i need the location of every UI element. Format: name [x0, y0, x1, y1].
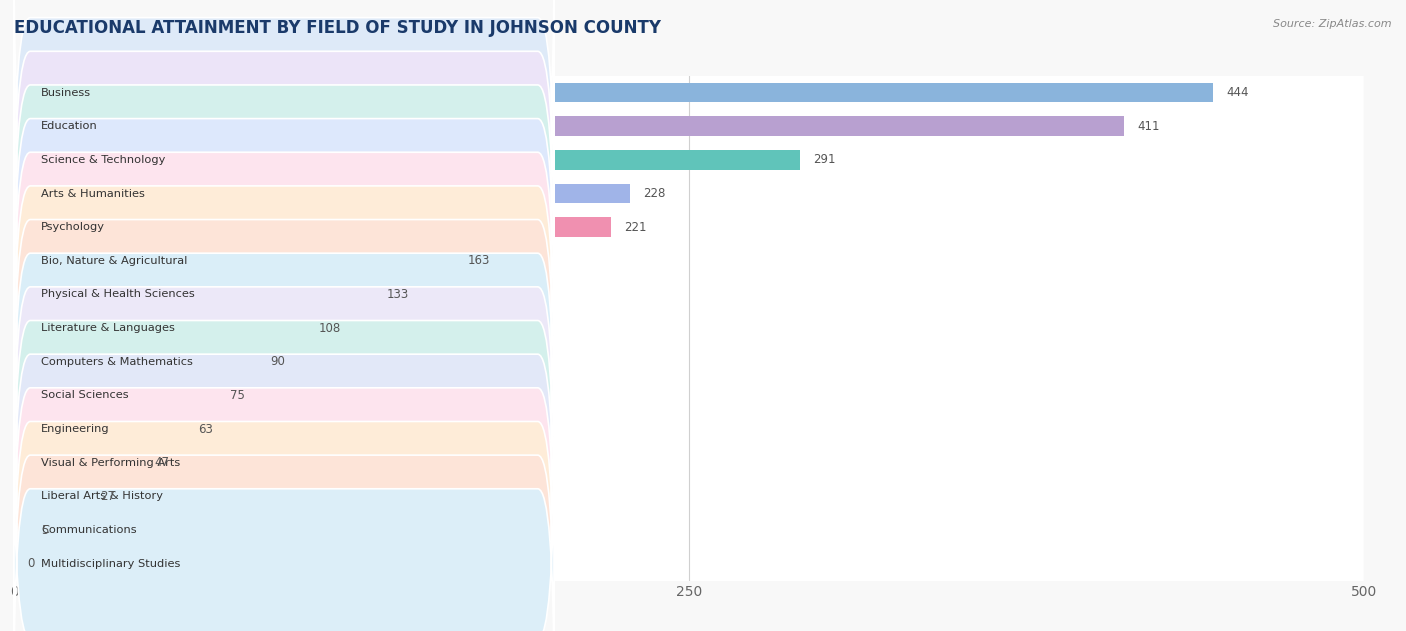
Bar: [14, 386, 217, 405]
Text: Visual & Performing Arts: Visual & Performing Arts: [41, 457, 180, 468]
Bar: [14, 285, 373, 304]
Text: Arts & Humanities: Arts & Humanities: [41, 189, 145, 199]
Text: 90: 90: [270, 355, 285, 369]
Bar: [14, 251, 454, 271]
FancyBboxPatch shape: [14, 268, 554, 522]
Text: 228: 228: [643, 187, 665, 200]
Text: Bio, Nature & Agricultural: Bio, Nature & Agricultural: [41, 256, 187, 266]
Bar: [14, 352, 257, 372]
FancyBboxPatch shape: [14, 100, 554, 354]
Bar: [14, 184, 630, 203]
FancyBboxPatch shape: [14, 33, 554, 287]
Bar: [14, 143, 1364, 177]
Text: Psychology: Psychology: [41, 222, 105, 232]
Bar: [14, 420, 184, 439]
Text: 444: 444: [1226, 86, 1249, 99]
FancyBboxPatch shape: [14, 134, 554, 388]
FancyBboxPatch shape: [14, 369, 554, 623]
FancyBboxPatch shape: [14, 403, 554, 631]
Text: Engineering: Engineering: [41, 424, 110, 434]
Text: 0: 0: [28, 557, 35, 570]
Bar: [14, 218, 610, 237]
Bar: [14, 547, 1364, 581]
Bar: [14, 379, 1364, 412]
Bar: [14, 319, 305, 338]
Text: 27: 27: [100, 490, 115, 503]
Bar: [14, 513, 1364, 547]
Bar: [14, 117, 1123, 136]
Text: 163: 163: [468, 254, 489, 268]
Bar: [14, 487, 87, 506]
Bar: [14, 244, 1364, 278]
Bar: [14, 76, 1364, 109]
Text: Education: Education: [41, 121, 98, 131]
FancyBboxPatch shape: [14, 0, 554, 220]
FancyBboxPatch shape: [14, 437, 554, 631]
Text: 133: 133: [387, 288, 409, 301]
Bar: [14, 412, 1364, 446]
Text: Multidisciplinary Studies: Multidisciplinary Studies: [41, 558, 180, 569]
Text: 5: 5: [41, 524, 48, 536]
Text: EDUCATIONAL ATTAINMENT BY FIELD OF STUDY IN JOHNSON COUNTY: EDUCATIONAL ATTAINMENT BY FIELD OF STUDY…: [14, 19, 661, 37]
Bar: [14, 109, 1364, 143]
FancyBboxPatch shape: [14, 336, 554, 590]
Text: 47: 47: [155, 456, 170, 469]
FancyBboxPatch shape: [14, 0, 554, 253]
Text: Computers & Mathematics: Computers & Mathematics: [41, 357, 193, 367]
FancyBboxPatch shape: [14, 302, 554, 556]
Text: Science & Technology: Science & Technology: [41, 155, 166, 165]
FancyBboxPatch shape: [14, 201, 554, 455]
Bar: [14, 453, 141, 473]
Bar: [14, 345, 1364, 379]
Text: Source: ZipAtlas.com: Source: ZipAtlas.com: [1274, 19, 1392, 29]
Text: 291: 291: [813, 153, 835, 167]
Text: 108: 108: [319, 322, 342, 334]
Bar: [14, 210, 1364, 244]
Text: Liberal Arts & History: Liberal Arts & History: [41, 492, 163, 502]
Text: Business: Business: [41, 88, 91, 98]
Bar: [14, 521, 28, 540]
Text: Literature & Languages: Literature & Languages: [41, 323, 174, 333]
Text: Communications: Communications: [41, 525, 136, 535]
Bar: [14, 446, 1364, 480]
Text: 63: 63: [198, 423, 212, 435]
FancyBboxPatch shape: [14, 235, 554, 489]
Text: Social Sciences: Social Sciences: [41, 391, 129, 401]
Bar: [14, 311, 1364, 345]
Bar: [14, 83, 1212, 102]
Bar: [14, 177, 1364, 210]
FancyBboxPatch shape: [14, 167, 554, 422]
Bar: [14, 150, 800, 170]
Text: 75: 75: [231, 389, 245, 402]
Bar: [14, 480, 1364, 513]
Text: 221: 221: [624, 221, 647, 233]
FancyBboxPatch shape: [14, 66, 554, 321]
Bar: [14, 278, 1364, 311]
Text: 411: 411: [1137, 120, 1160, 133]
Text: Physical & Health Sciences: Physical & Health Sciences: [41, 290, 195, 300]
